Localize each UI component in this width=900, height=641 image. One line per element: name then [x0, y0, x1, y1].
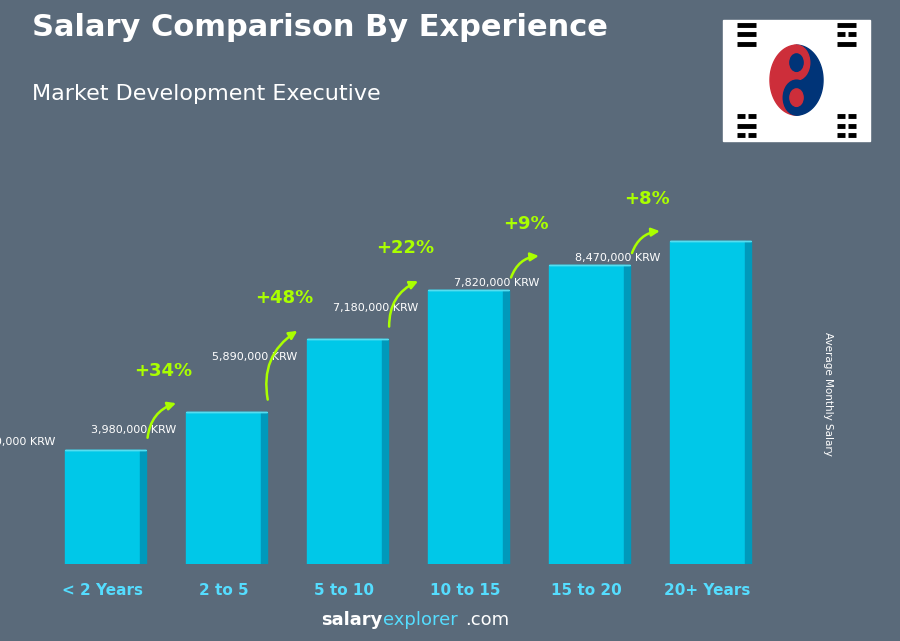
Text: Market Development Executive: Market Development Executive — [32, 84, 381, 104]
Text: 10 to 15: 10 to 15 — [430, 583, 500, 599]
Text: +22%: +22% — [376, 240, 434, 258]
Polygon shape — [261, 412, 267, 564]
Text: < 2 Years: < 2 Years — [62, 583, 143, 599]
Text: 2,980,000 KRW: 2,980,000 KRW — [0, 437, 56, 447]
Circle shape — [770, 45, 823, 115]
Polygon shape — [503, 290, 508, 564]
Text: .com: .com — [465, 611, 509, 629]
Polygon shape — [624, 265, 630, 564]
Bar — [186, 412, 261, 564]
Circle shape — [790, 89, 803, 106]
Bar — [307, 339, 382, 564]
Text: 5 to 10: 5 to 10 — [314, 583, 374, 599]
Polygon shape — [140, 450, 146, 564]
Text: Salary Comparison By Experience: Salary Comparison By Experience — [32, 13, 608, 42]
Text: 8,470,000 KRW: 8,470,000 KRW — [575, 253, 661, 263]
Text: salary: salary — [321, 611, 382, 629]
Text: 3,980,000 KRW: 3,980,000 KRW — [91, 425, 176, 435]
Circle shape — [790, 54, 803, 71]
Bar — [549, 265, 624, 564]
Text: +9%: +9% — [503, 215, 549, 233]
Polygon shape — [382, 339, 388, 564]
Polygon shape — [745, 240, 751, 564]
Text: +34%: +34% — [134, 362, 192, 379]
Text: +8%: +8% — [624, 190, 670, 208]
Polygon shape — [796, 45, 823, 115]
Text: explorer: explorer — [382, 611, 457, 629]
Circle shape — [783, 45, 810, 80]
Polygon shape — [770, 45, 796, 115]
Text: 7,820,000 KRW: 7,820,000 KRW — [454, 278, 539, 288]
Text: +48%: +48% — [255, 288, 313, 307]
Text: 2 to 5: 2 to 5 — [199, 583, 248, 599]
Text: 20+ Years: 20+ Years — [664, 583, 751, 599]
Text: 5,890,000 KRW: 5,890,000 KRW — [212, 352, 297, 362]
Circle shape — [783, 80, 810, 115]
Bar — [65, 450, 140, 564]
Bar — [428, 290, 503, 564]
Text: Average Monthly Salary: Average Monthly Salary — [823, 332, 833, 456]
Bar — [670, 240, 745, 564]
Text: 15 to 20: 15 to 20 — [551, 583, 622, 599]
Text: 7,180,000 KRW: 7,180,000 KRW — [333, 303, 418, 313]
